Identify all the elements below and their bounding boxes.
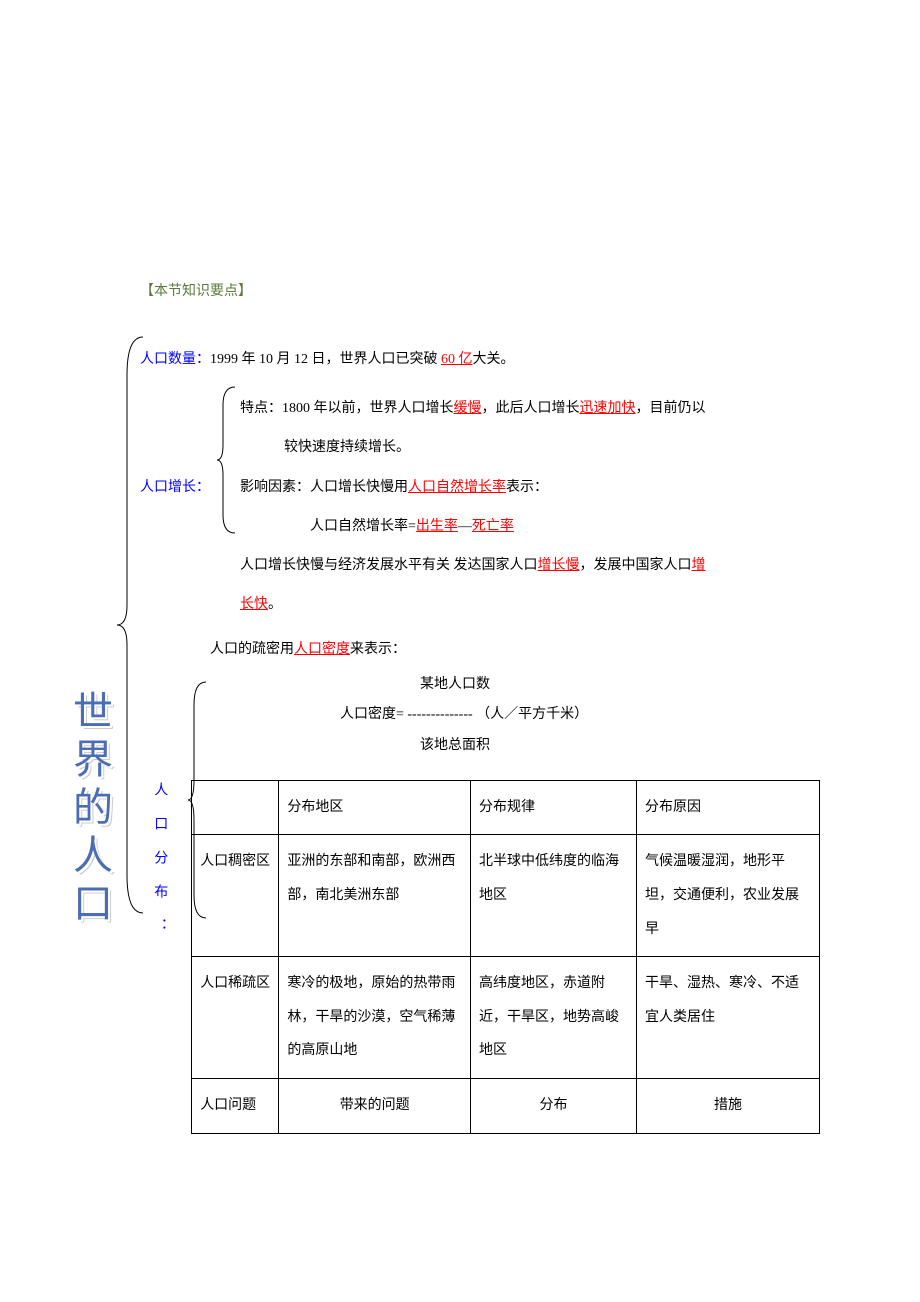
formula-h3: 死亡率 [472, 519, 514, 534]
formula-mid: 人口密度= -------------- （人／平方千米） [340, 700, 820, 731]
econ-t3: 。 [268, 597, 282, 612]
char-h2: 迅速加快 [580, 401, 636, 416]
econ-t2: ，发展中国家人口 [580, 558, 692, 573]
cell: 亚洲的东部和南部，欧洲西部，南北美洲东部 [279, 835, 471, 957]
factor-t1: 人口增长快慢用 [310, 480, 408, 495]
cell: 高纬度地区，赤道附近，干旱区，地势高峻地区 [470, 957, 636, 1079]
table-row: 人口稀疏区 寒冷的极地，原始的热带雨林，干旱的沙漠，空气稀薄的高原山地 高纬度地… [192, 957, 820, 1079]
density-t2: 来表示： [350, 642, 406, 657]
population-growth-block: 特点：1800 年以前，世界人口增长缓慢，此后人口增长迅速加快，目前仍以 较快速… [140, 389, 820, 624]
header-cell: 分布规律 [470, 780, 636, 835]
density-h1: 人口密度 [294, 642, 350, 657]
formula-line: 人口自然增长率=出生率—死亡率 [310, 507, 820, 546]
density-formula: 某地人口数 人口密度= -------------- （人／平方千米） 该地总面… [340, 670, 820, 762]
document-page: 世界的人口 【本节知识要点】 人口数量：1999 年 10 月 12 日，世界人… [0, 0, 920, 1194]
count-text-after: 大关。 [473, 352, 515, 367]
distribution-table: 分布地区 分布规律 分布原因 人口稠密区 亚洲的东部和南部，欧洲西部，南北美洲东… [191, 780, 820, 1134]
population-count-line: 人口数量：1999 年 10 月 12 日，世界人口已突破 60 亿大关。 [140, 340, 820, 379]
factor-h1: 人口自然增长率 [408, 480, 506, 495]
footer-cell: 人口问题 [192, 1079, 279, 1134]
formula-h2: 出生率 [416, 519, 458, 534]
econ-h3: 长快 [240, 597, 268, 612]
count-label: 人口数量： [140, 352, 210, 367]
econ-h2: 增 [692, 558, 706, 573]
economy-line: 人口增长快慢与经济发展水平有关 发达国家人口增长慢，发展中国家人口增 [240, 546, 820, 585]
dist-label: 人口分布： [140, 772, 179, 952]
econ-t1: 人口增长快慢与经济发展水平有关 发达国家人口 [240, 558, 538, 573]
population-distribution-block: 人口的疏密用人口密度来表示： 某地人口数 人口密度= -------------… [140, 630, 820, 1133]
formula-bot: 该地总面积 [420, 731, 820, 762]
distribution-bracket [186, 680, 208, 920]
table-header-row: 分布地区 分布规律 分布原因 [192, 780, 820, 835]
economy-line-2: 长快。 [240, 585, 820, 624]
char-t1: 1800 年以前，世界人口增长 [282, 401, 454, 416]
factor-label: 影响因素： [240, 480, 310, 495]
char-label: 特点： [240, 401, 282, 416]
density-t1: 人口的疏密用 [210, 642, 294, 657]
footer-cell: 分布 [470, 1079, 636, 1134]
vertical-title: 世界的人口 [60, 690, 118, 930]
content-body: 人口数量：1999 年 10 月 12 日，世界人口已突破 60 亿大关。 特点… [140, 340, 820, 1134]
formula-label: 人口自然增长率= [310, 519, 416, 534]
growth-label: 人口增长： [140, 468, 220, 507]
cell: 人口稀疏区 [192, 957, 279, 1079]
formula-top: 某地人口数 [420, 670, 820, 701]
footer-cell: 带来的问题 [279, 1079, 471, 1134]
cell: 气候温暖湿润，地形平坦，交通便利，农业发展早 [636, 835, 819, 957]
cell: 寒冷的极地，原始的热带雨林，干旱的沙漠，空气稀薄的高原山地 [279, 957, 471, 1079]
cell: 干旱、湿热、寒冷、不适宜人类居住 [636, 957, 819, 1079]
outer-bracket [115, 335, 145, 915]
char-t2: ，此后人口增长 [482, 401, 580, 416]
count-highlight: 60 亿 [441, 352, 473, 367]
header-cell: 分布原因 [636, 780, 819, 835]
table-footer-row: 人口问题 带来的问题 分布 措施 [192, 1079, 820, 1134]
char-h1: 缓慢 [454, 401, 482, 416]
formula-dash: — [458, 519, 472, 534]
footer-cell: 措施 [636, 1079, 819, 1134]
section-title: 【本节知识要点】 [140, 280, 820, 300]
header-cell: 分布地区 [279, 780, 471, 835]
char-t3: ，目前仍以 [636, 401, 706, 416]
table-row: 人口稠密区 亚洲的东部和南部，欧洲西部，南北美洲东部 北半球中低纬度的临海地区 … [192, 835, 820, 957]
factor-t2: 表示： [506, 480, 548, 495]
econ-h1: 增长慢 [538, 558, 580, 573]
char-t4: 较快速度持续增长。 [284, 428, 706, 467]
cell: 北半球中低纬度的临海地区 [470, 835, 636, 957]
growth-bracket [215, 385, 237, 535]
count-text-before: 1999 年 10 月 12 日，世界人口已突破 [210, 352, 441, 367]
